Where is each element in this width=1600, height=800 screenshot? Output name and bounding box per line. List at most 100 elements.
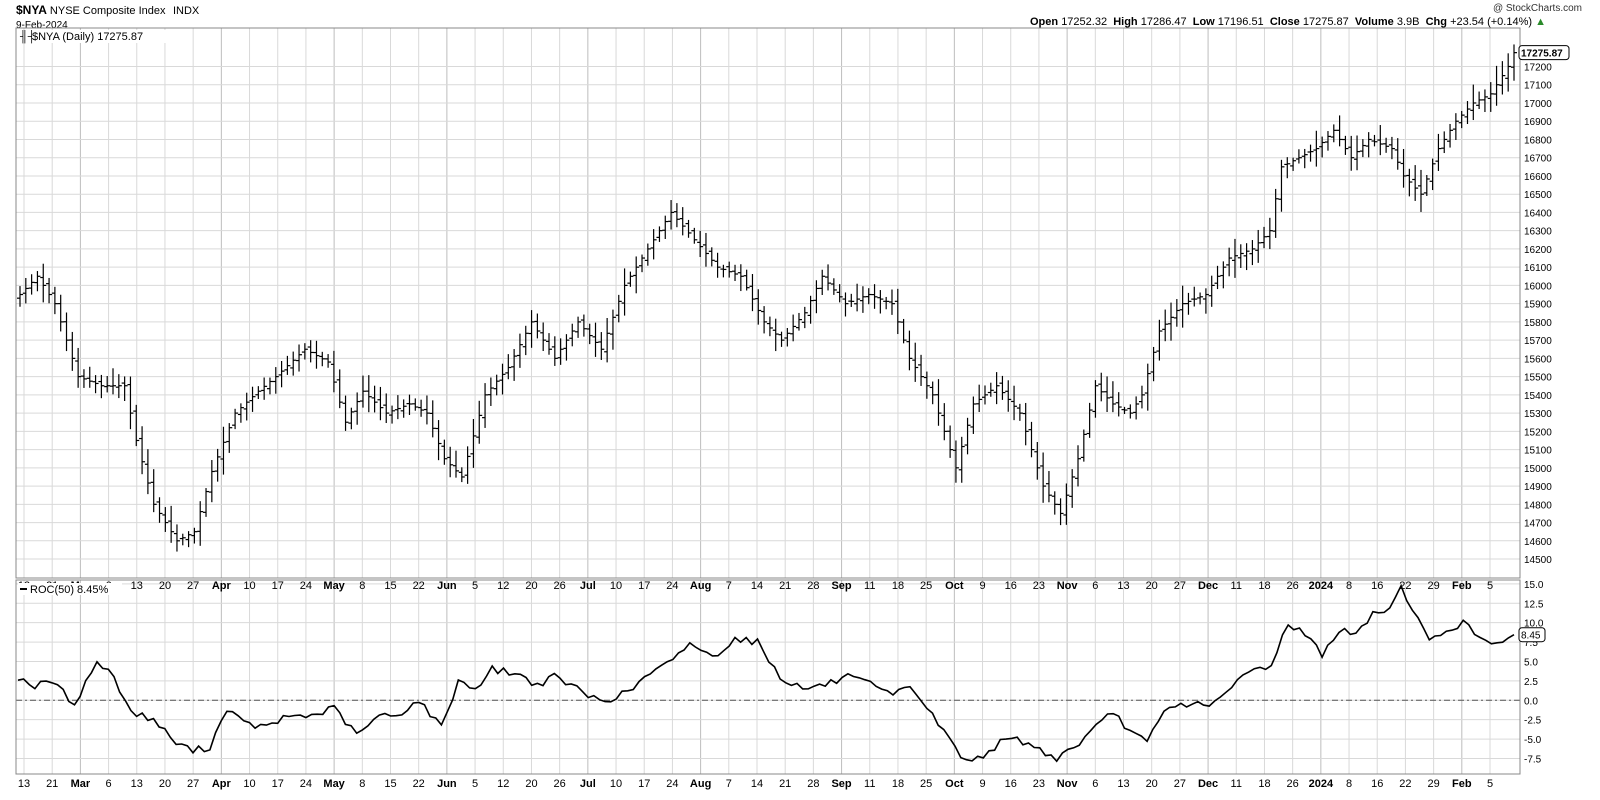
ohlc-bar <box>1127 404 1134 419</box>
ohlc-bar <box>1394 138 1401 170</box>
ohlc-bar <box>493 374 500 396</box>
ohlc-bar <box>941 403 948 441</box>
ohlc-bar <box>237 403 244 423</box>
roc-x-tick-label: 20 <box>159 778 171 790</box>
ohlc-bar <box>1208 275 1215 307</box>
ohlc-bar <box>813 280 820 314</box>
roc-x-tick-label: 16 <box>1005 778 1017 790</box>
price-x-tick-label: 13 <box>1117 580 1129 592</box>
ohlc-bar <box>173 524 180 552</box>
price-x-tick-label: 24 <box>666 580 678 592</box>
ohlc-bar <box>714 252 721 278</box>
ohlc-bar <box>1226 247 1233 277</box>
price-y-tick-label: 14500 <box>1524 555 1552 566</box>
price-x-tick-label: 21 <box>779 580 791 592</box>
quote-summary: Open 17252.32 High 17286.47 Low 17196.51… <box>1030 16 1546 28</box>
price-x-tick-label: 9 <box>979 580 985 592</box>
ohlc-bar <box>365 375 372 413</box>
ohlc-bar <box>1458 111 1465 129</box>
ohlc-bar <box>871 284 878 309</box>
roc-x-tick-label: 24 <box>300 778 312 790</box>
roc-y-tick-label: 2.5 <box>1524 677 1538 688</box>
ohlc-bar <box>110 368 117 395</box>
ohlc-bar <box>1284 157 1291 179</box>
ohlc-bar <box>511 349 518 381</box>
ohlc-bar <box>772 318 779 352</box>
ohlc-bar <box>249 386 256 412</box>
ohlc-bar <box>604 317 611 363</box>
roc-y-tick-label: 15.0 <box>1524 580 1544 591</box>
ohlc-bar <box>1179 285 1186 328</box>
roc-x-tick-label: Feb <box>1452 778 1472 790</box>
ohlc-bar <box>325 354 332 368</box>
ohlc-bar <box>1121 406 1128 415</box>
ohlc-bar <box>348 407 355 430</box>
exchange: INDX <box>172 5 200 17</box>
ohlc-bar <box>191 527 198 544</box>
roc-x-tick-label: 29 <box>1427 778 1439 790</box>
roc-x-tick-label: 23 <box>1033 778 1045 790</box>
ohlc-bar <box>127 376 134 430</box>
low-value: 17196.51 <box>1217 16 1264 28</box>
roc-x-tick-label: 9 <box>979 778 985 790</box>
ohlc-bar <box>1487 82 1494 112</box>
ohlc-bar <box>1092 380 1099 418</box>
price-x-tick-label: Nov <box>1057 580 1079 592</box>
roc-x-tick-label: May <box>323 778 345 790</box>
ohlc-bar <box>825 264 832 291</box>
ohlc-bar <box>1290 157 1297 171</box>
close-value: 17275.87 <box>1302 16 1349 28</box>
ohlc-bar <box>720 264 727 278</box>
roc-x-tick-label: 17 <box>272 778 284 790</box>
ohlc-bar <box>115 374 122 399</box>
ohlc-bar <box>795 312 802 331</box>
ohlc-bar <box>1464 101 1471 125</box>
ohlc-bar <box>476 400 483 444</box>
ohlc-bar <box>633 256 640 294</box>
ohlc-bar <box>1220 261 1227 289</box>
roc-x-tick-label: 10 <box>243 778 255 790</box>
ohlc-bar <box>1214 265 1221 290</box>
ohlc-bar <box>261 377 268 400</box>
ohlc-bar <box>1319 136 1326 158</box>
ohlc-bar <box>761 306 768 334</box>
ohlc-bar <box>86 366 93 388</box>
volume-label: Volume <box>1354 16 1394 28</box>
ohlc-bar <box>139 426 146 475</box>
ohlc-bar <box>1063 483 1070 525</box>
price-y-tick-label: 14600 <box>1524 537 1552 548</box>
ohlc-bar <box>1272 188 1279 238</box>
price-x-tick-label: 25 <box>920 580 932 592</box>
price-y-tick-label: 15900 <box>1524 300 1552 311</box>
ohlc-bar <box>394 395 401 420</box>
ohlc-bar <box>702 232 709 267</box>
ohlc-bar <box>1330 124 1337 143</box>
price-legend-icon: ╢┤ <box>19 29 36 44</box>
high-value: 17286.47 <box>1140 16 1187 28</box>
ohlc-bar <box>92 375 99 394</box>
roc-y-tick-label: -5.0 <box>1524 735 1542 746</box>
roc-x-tick-label: 11 <box>1231 778 1242 790</box>
ohlc-bar <box>859 286 866 313</box>
price-x-tick-label: 28 <box>807 580 819 592</box>
ohlc-bar <box>162 507 169 532</box>
price-y-tick-label: 16200 <box>1524 245 1552 256</box>
ohlc-bar <box>1016 403 1023 421</box>
roc-x-tick-label: 26 <box>554 778 566 790</box>
ohlc-bar <box>848 293 855 307</box>
roc-x-tick-label: Aug <box>690 778 711 790</box>
ohlc-bar <box>330 350 337 393</box>
ohlc-bar <box>906 330 913 371</box>
price-y-tick-label: 16500 <box>1524 190 1552 201</box>
chart-header: $NYA NYSE Composite Index INDX 9-Feb-2024 <box>16 1 199 31</box>
ohlc-bar <box>737 264 744 292</box>
ohlc-bar <box>1005 380 1012 412</box>
roc-x-tick-label: 20 <box>1146 778 1158 790</box>
ohlc-bar <box>1109 381 1116 413</box>
ohlc-bar <box>1336 115 1343 147</box>
credit: @ StockCharts.com <box>1492 3 1582 14</box>
roc-x-tick-label: 6 <box>1092 778 1098 790</box>
ohlc-bar <box>575 316 582 338</box>
ohlc-bar <box>296 344 303 372</box>
